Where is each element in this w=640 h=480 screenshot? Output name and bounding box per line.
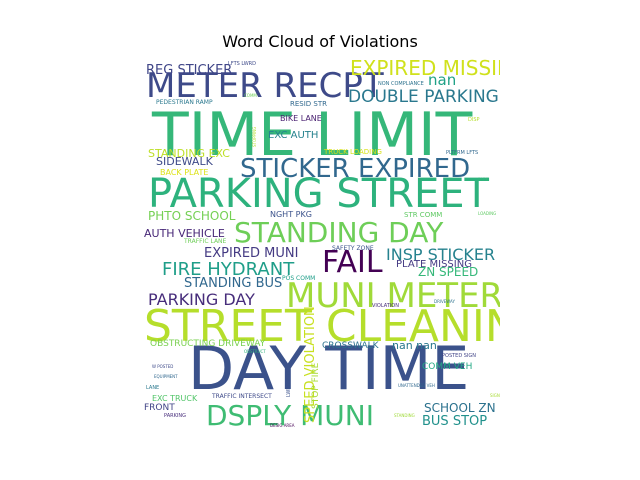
word-cloud-term: REG STICKER [146, 63, 232, 78]
word-cloud-term: DRIVEWAY [434, 299, 455, 304]
word-cloud-term: FRONT [144, 403, 175, 413]
word-cloud-term: DOUBLE PARKING [348, 87, 499, 107]
word-cloud-term: SIDEWALK [156, 155, 214, 168]
word-cloud-term: VIOLATION [372, 303, 399, 309]
word-cloud-term: nan nan [392, 339, 437, 352]
word-cloud-term: SCHOOL ZN [424, 401, 496, 415]
word-cloud-term: AUTH VEHICLE [144, 227, 225, 240]
word-cloud-term: INSP STICKER [386, 245, 495, 264]
word-cloud-term: COMM VEH [422, 362, 472, 372]
word-cloud-term: OBSTRUCT [244, 349, 266, 354]
word-cloud-term: TRAFFIC INTERSECT [211, 393, 272, 400]
word-cloud-term: STANDING [394, 413, 415, 418]
word-cloud-term: W POSTED [152, 364, 173, 369]
word-cloud-term: EXPIRED MISSING [350, 57, 500, 80]
word-cloud-term: BIKE LANE [280, 114, 322, 123]
word-cloud-term: ZN SPEED [418, 265, 478, 279]
word-cloud-term: PARK [478, 177, 489, 182]
word-cloud-term: SIGN [490, 393, 500, 398]
word-cloud-term: LFTS LWRD [228, 61, 256, 67]
word-cloud-term: EXC AUTH [268, 130, 318, 141]
word-cloud-term: NON COMPLIANCE [378, 81, 424, 87]
word-cloud-term: PHTO SCHOOL [148, 209, 236, 223]
word-cloud-term: LOADING [478, 211, 496, 216]
word-cloud-term: FAIL [322, 245, 383, 280]
word-cloud-term: DAY TIME [188, 334, 469, 404]
word-cloud-term: SAFETY ZONE [332, 245, 374, 252]
word-cloud-term: SPEED VIOLATION [303, 306, 318, 423]
word-cloud-term: STANDING EXC [148, 147, 230, 160]
word-cloud-term: PARKING STREET [148, 171, 490, 217]
word-cloud-term: UNATTENDED VEH [398, 383, 435, 388]
word-cloud-term: FIRE HYDRANT [162, 259, 295, 280]
word-cloud-term: PLTFRM LFTS [446, 150, 478, 156]
word-cloud-term: LANE [146, 385, 159, 391]
word-cloud-term: PARKING [164, 413, 186, 419]
word-cloud-term: STOP FIRE [311, 362, 321, 409]
word-cloud-term: EXC TRUCK [152, 394, 198, 403]
word-cloud-term: TRAFFIC LANE [183, 238, 227, 245]
word-cloud-term: MUNI METER [286, 276, 500, 316]
word-cloud-term: DISP [468, 117, 480, 123]
word-cloud-term: PARKING DAY [148, 290, 255, 309]
word-cloud-term: RESID STR [290, 100, 327, 108]
word-cloud-term: NGHT PKG [270, 210, 312, 219]
word-cloud-term: COMM [244, 93, 257, 98]
word-cloud-term: BACK PLATE [160, 168, 208, 177]
word-cloud-term: METER RECPT [146, 66, 384, 106]
word-cloud-term: DESIG AREA [270, 423, 295, 427]
word-cloud-term: BUS STOP [422, 414, 487, 427]
word-cloud-term: STREET CLEANING [144, 301, 500, 352]
word-cloud-term: CROSSWALK [322, 341, 380, 351]
word-cloud-term: PLATE MISSING [396, 259, 472, 270]
word-cloud-term: STICKER EXPIRED [240, 154, 470, 184]
word-cloud-term: DSPLY MUNI [206, 399, 374, 427]
word-cloud-term: PEDESTRIAN RAMP [156, 99, 213, 106]
word-cloud-term: EQUIPMENT [154, 374, 178, 379]
word-cloud-term: POSTED SIGN [442, 353, 476, 359]
word-cloud-term: STR COMM [404, 211, 442, 219]
word-cloud-term: LWRD POS [286, 371, 292, 397]
word-cloud-term: STANDING DAY [234, 216, 444, 249]
word-cloud-term: EXPIRED MUNI [204, 246, 298, 261]
word-cloud-term: TRUCK LOADING [323, 148, 382, 156]
word-cloud-term: TIME LIMIT [151, 100, 473, 170]
word-cloud-term: STOPPING [252, 127, 257, 147]
word-cloud-term: POS COMM [282, 275, 315, 282]
word-cloud-term: OBSTRUCTING DRIVEWAY [150, 339, 266, 349]
chart-title: Word Cloud of Violations [222, 32, 418, 51]
word-cloud-term: nan [428, 71, 456, 89]
word-cloud-term: STANDING BUS [184, 276, 282, 291]
